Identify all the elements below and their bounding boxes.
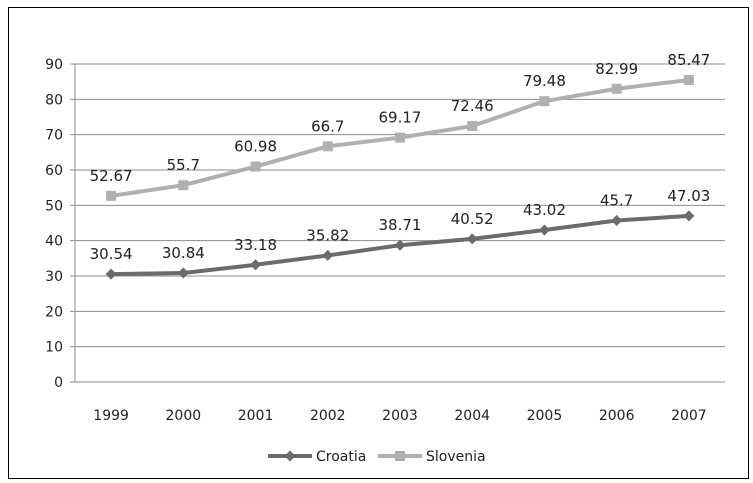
point-slovenia-2005 [539,96,550,107]
y-tick-label-0: 0 [54,375,63,391]
data-label-croatia-1999: 30.54 [90,245,133,263]
y-tick-label-9: 90 [45,57,63,73]
y-tick-label-4: 40 [45,234,63,250]
y-tick-label-7: 70 [45,128,63,144]
y-tick-label-3: 30 [45,269,63,285]
point-slovenia-2003 [395,132,405,143]
data-label-slovenia-2000: 55.7 [167,156,200,174]
point-slovenia-2004 [467,120,478,131]
data-label-croatia-2007: 47.03 [667,187,710,205]
x-tick-label-2006: 2006 [599,408,635,424]
data-label-slovenia-2003: 69.17 [379,109,422,127]
point-slovenia-2007 [683,75,694,86]
data-label-slovenia-2001: 60.98 [234,138,277,156]
data-label-slovenia-1999: 52.67 [90,167,133,185]
data-label-slovenia-2006: 82.99 [595,60,638,78]
legend-marker-slovenia [395,451,405,461]
x-axis: 1999 2000 2001 2002 2003 2004 2005 2006 2007 [93,408,706,424]
data-label-croatia-2006: 45.7 [600,192,633,210]
data-label-croatia-2003: 38.71 [379,216,422,234]
point-croatia-2006 [611,215,623,227]
data-label-croatia-2000: 30.84 [162,244,205,262]
point-slovenia-2002 [322,141,333,152]
point-croatia-2000 [177,267,189,279]
legend-marker-croatia [284,450,296,462]
legend-label-slovenia: Slovenia [426,449,486,465]
chart-frame [8,7,749,479]
point-croatia-2007 [683,210,695,222]
data-labels: 30.54 30.84 33.18 35.82 38.71 40.52 43.02 45.7 4… [90,51,711,263]
x-tick-label-2003: 2003 [382,408,418,424]
gridlines [75,63,725,383]
data-label-slovenia-2005: 79.48 [523,72,566,90]
point-croatia-2003 [394,239,406,251]
x-tick-label-2007: 2007 [671,408,707,424]
point-croatia-2005 [538,224,550,236]
point-croatia-2004 [466,233,478,245]
point-slovenia-1999 [106,190,117,201]
x-tick-label-2000: 2000 [166,408,202,424]
data-label-croatia-2005: 43.02 [523,201,566,219]
data-label-croatia-2004: 40.52 [451,210,494,228]
x-tick-label-2001: 2001 [238,408,274,424]
y-tick-label-5: 50 [45,198,63,214]
legend: Croatia Slovenia [268,449,486,465]
point-croatia-1999 [105,268,117,280]
point-croatia-2001 [250,259,262,271]
point-slovenia-2006 [611,83,622,94]
x-tick-label-1999: 1999 [93,408,129,424]
data-label-croatia-2002: 35.82 [306,226,349,244]
point-slovenia-2000 [178,180,189,191]
y-tick-label-6: 60 [45,163,63,179]
series-markers [105,75,695,280]
x-tick-label-2004: 2004 [454,408,490,424]
data-label-slovenia-2002: 66.7 [311,117,344,135]
y-tick-label-1: 10 [45,340,63,356]
y-tick-label-2: 20 [45,304,63,320]
data-label-slovenia-2007: 85.47 [667,51,710,69]
point-slovenia-2001 [250,161,261,172]
data-label-slovenia-2004: 72.46 [451,97,494,115]
x-tick-label-2002: 2002 [310,408,346,424]
point-croatia-2002 [322,249,334,261]
y-tick-label-8: 80 [45,92,63,108]
data-label-croatia-2001: 33.18 [234,236,277,254]
y-axis: 0 10 20 30 40 50 60 70 80 90 [45,57,76,391]
legend-label-croatia: Croatia [316,449,366,465]
x-tick-label-2005: 2005 [527,408,563,424]
